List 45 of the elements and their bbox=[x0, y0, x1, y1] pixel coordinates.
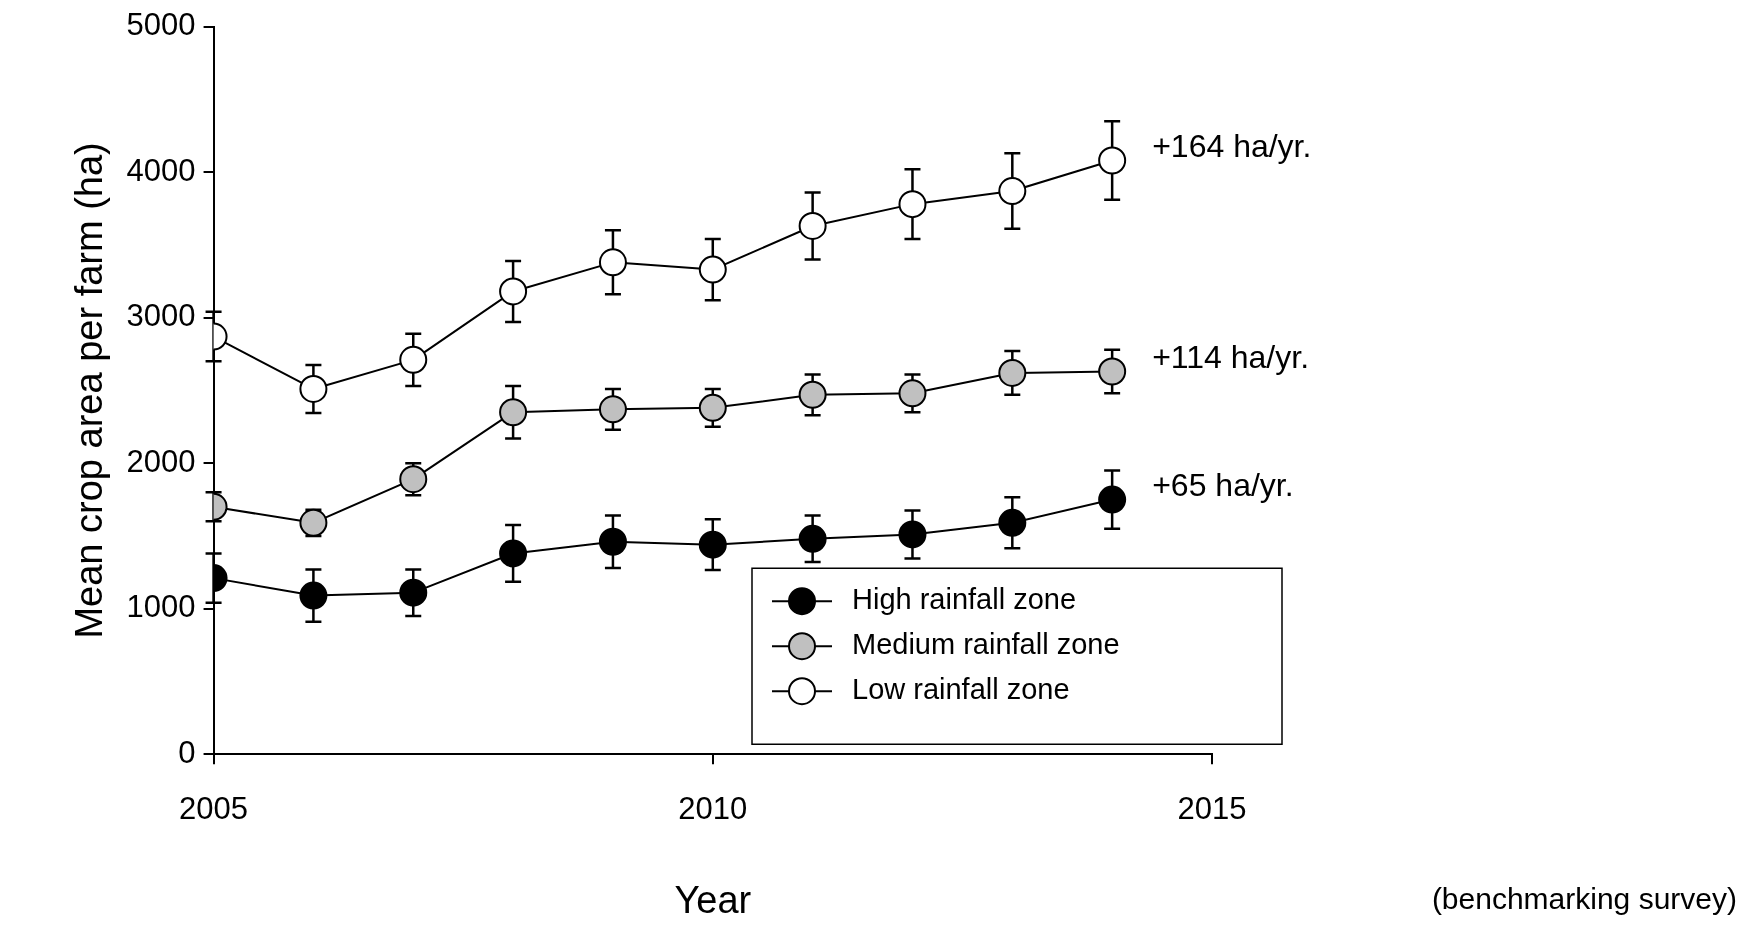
point bbox=[499, 277, 528, 306]
point bbox=[399, 465, 428, 494]
text: (benchmarking survey) bbox=[1431, 882, 1737, 916]
point bbox=[499, 398, 528, 427]
legend-label: High rainfall zone bbox=[852, 583, 1077, 616]
y-tick-label: 4000 bbox=[126, 152, 196, 188]
point bbox=[499, 539, 528, 568]
point bbox=[998, 358, 1027, 387]
y-tick-label: 3000 bbox=[126, 298, 196, 334]
point bbox=[998, 508, 1027, 537]
x-tick-label: 2015 bbox=[1177, 791, 1247, 827]
point bbox=[698, 530, 727, 559]
annotation: +65 ha/yr. bbox=[1152, 467, 1294, 504]
point bbox=[1098, 146, 1127, 175]
x-tick-label: 2005 bbox=[179, 791, 249, 827]
annotation: +114 ha/yr. bbox=[1152, 339, 1310, 376]
point bbox=[898, 190, 927, 219]
annotation: +164 ha/yr. bbox=[1152, 128, 1312, 165]
y-tick-label: 2000 bbox=[126, 443, 196, 479]
point bbox=[598, 395, 627, 424]
point bbox=[399, 345, 428, 374]
point bbox=[798, 524, 827, 553]
point bbox=[299, 374, 328, 403]
point bbox=[1098, 485, 1127, 514]
point bbox=[1098, 357, 1127, 386]
y-tick-label: 5000 bbox=[126, 7, 196, 43]
point bbox=[299, 581, 328, 610]
y-tick-label: 0 bbox=[178, 734, 196, 770]
point bbox=[698, 393, 727, 422]
point bbox=[299, 508, 328, 537]
legend-label: Low rainfall zone bbox=[852, 673, 1070, 706]
legend-label: Medium rainfall zone bbox=[852, 628, 1120, 661]
y-tick-label: 1000 bbox=[126, 589, 196, 625]
point bbox=[598, 527, 627, 556]
y-axis-title: Mean crop area per farm (ha) bbox=[68, 142, 111, 639]
point bbox=[399, 578, 428, 607]
point bbox=[998, 177, 1027, 206]
point bbox=[798, 211, 827, 240]
point bbox=[898, 520, 927, 549]
x-axis-title: Year bbox=[674, 878, 752, 921]
point bbox=[898, 379, 927, 408]
x-tick-label: 2010 bbox=[678, 791, 748, 827]
point bbox=[598, 248, 627, 277]
point bbox=[798, 380, 827, 409]
point bbox=[698, 255, 727, 284]
